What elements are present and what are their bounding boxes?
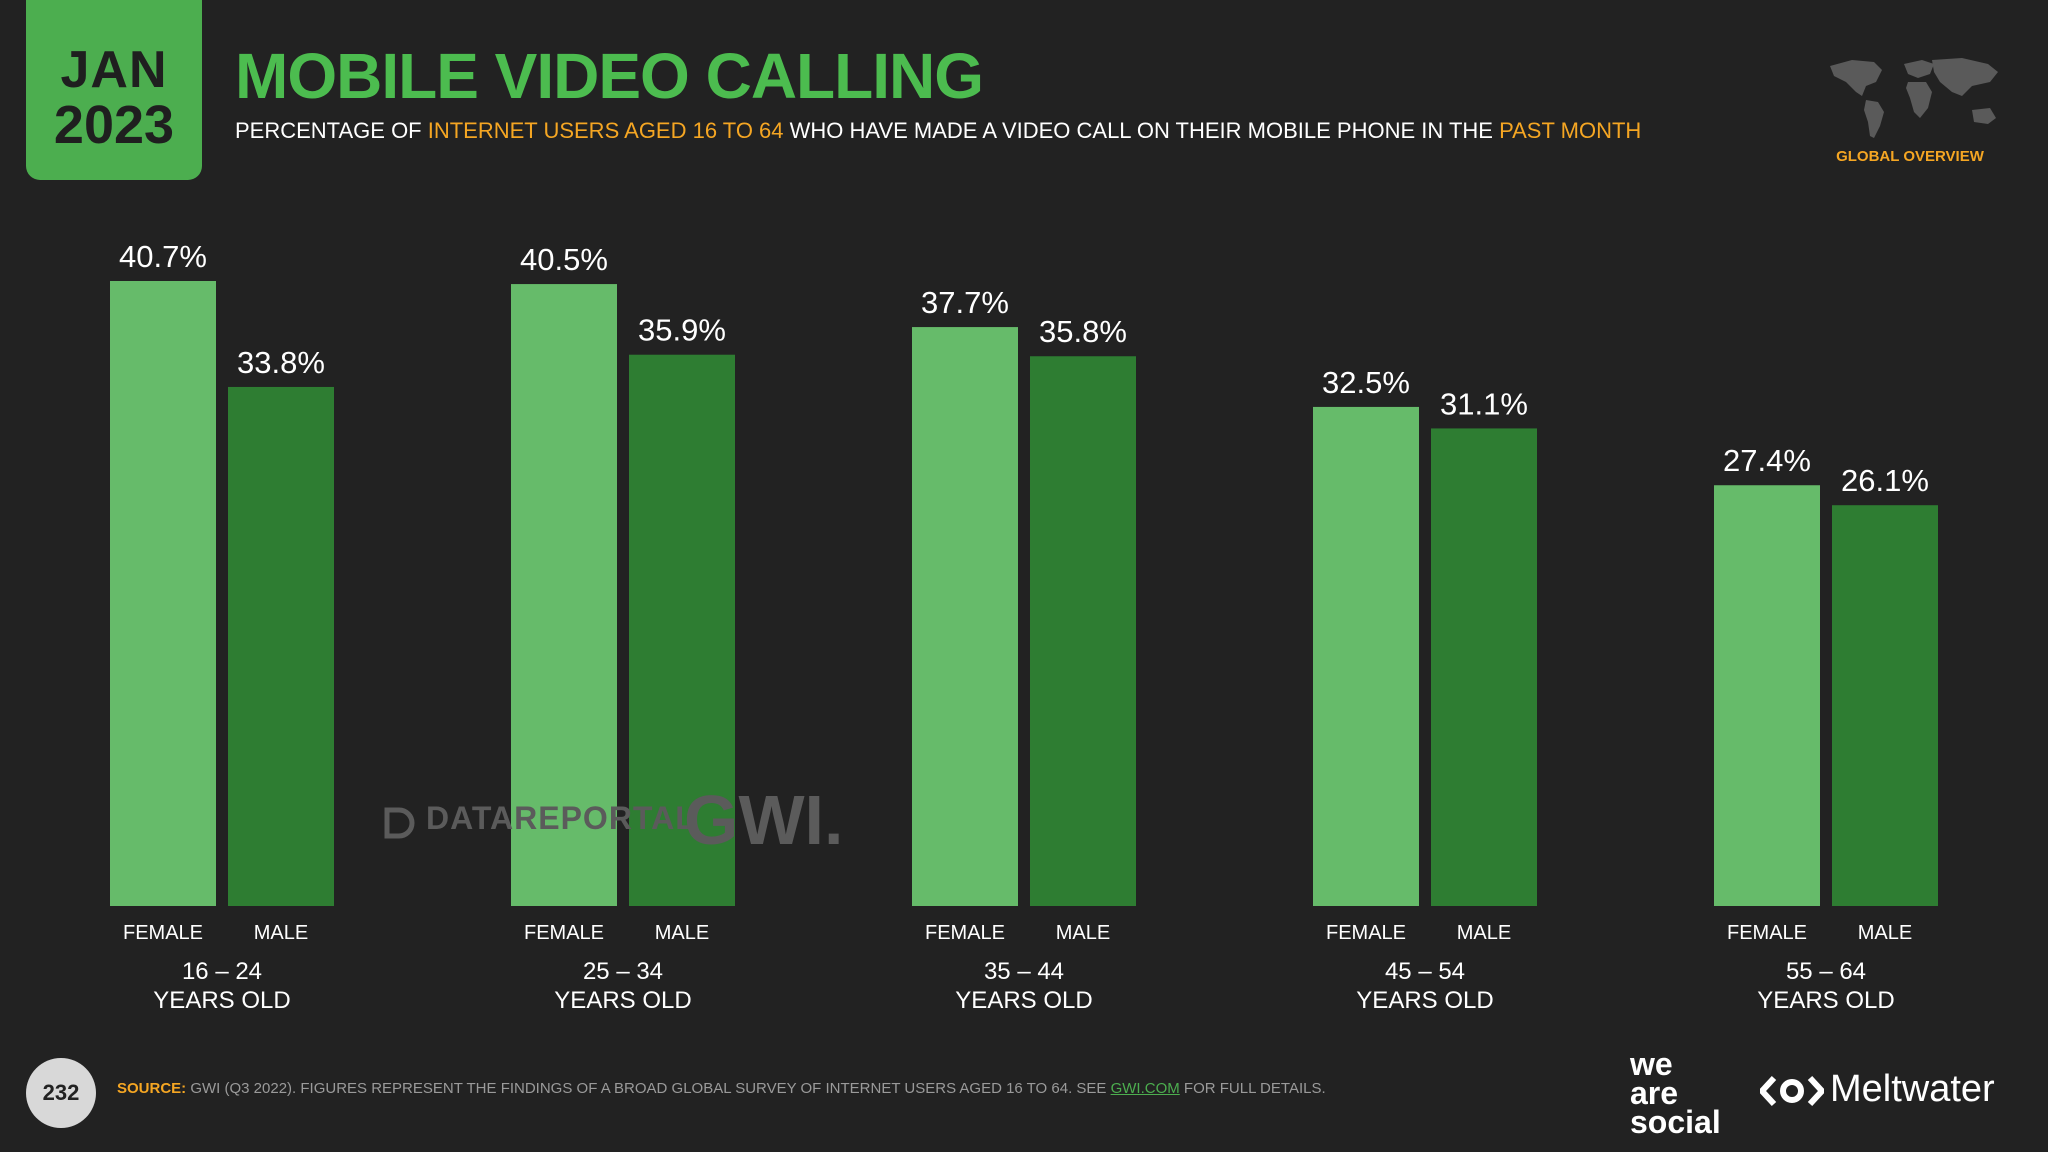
series-label-male-2: MALE [1056, 922, 1110, 944]
global-overview-label: GLOBAL OVERVIEW [1836, 148, 1984, 165]
we-are-social-logo: we are social [1630, 1046, 1721, 1140]
category-label-top-4: 55 – 64 [1786, 958, 1866, 985]
date-badge: JAN 2023 [26, 0, 202, 180]
bar-male-4 [1832, 505, 1938, 906]
bar-female-2 [912, 327, 1018, 906]
subtitle-part2: WHO HAVE MADE A VIDEO CALL ON THEIR MOBI… [783, 118, 1500, 143]
bar-male-1 [629, 354, 735, 906]
datareportal-watermark-text: DATAREPORTAL [426, 800, 696, 836]
datareportal-logo-icon [384, 807, 415, 839]
data-label-male-4: 26.1% [1841, 463, 1929, 498]
data-label-female-3: 32.5% [1322, 365, 1410, 400]
source-text: GWI (Q3 2022). FIGURES REPRESENT THE FIN… [186, 1080, 1111, 1097]
data-label-male-1: 35.9% [638, 313, 726, 348]
logo-word-social: social [1630, 1103, 1721, 1140]
category-label-top-1: 25 – 34 [583, 958, 663, 985]
category-label-top-2: 35 – 44 [984, 958, 1064, 985]
logo-word-are: are [1630, 1074, 1679, 1111]
category-label-top-0: 16 – 24 [182, 958, 262, 985]
bar-male-3 [1431, 428, 1537, 906]
source-end: FOR FULL DETAILS. [1179, 1080, 1326, 1097]
page-subtitle: PERCENTAGE OF INTERNET USERS AGED 16 TO … [235, 118, 1641, 144]
series-label-male-4: MALE [1858, 922, 1912, 944]
meltwater-logo: Meltwater [1760, 1068, 1995, 1111]
category-label-bottom-4: YEARS OLD [1757, 987, 1894, 1014]
series-label-female-1: FEMALE [524, 922, 604, 944]
series-label-male-3: MALE [1457, 922, 1511, 944]
date-month: JAN [60, 41, 168, 99]
datareportal-watermark: DATAREPORTAL [426, 800, 696, 837]
data-label-female-4: 27.4% [1723, 443, 1811, 478]
category-label-bottom-2: YEARS OLD [955, 987, 1092, 1014]
data-label-male-3: 31.1% [1440, 386, 1528, 421]
source-label: SOURCE: [117, 1080, 187, 1097]
series-label-female-2: FEMALE [925, 922, 1005, 944]
data-label-male-0: 33.8% [237, 345, 325, 380]
category-label-bottom-1: YEARS OLD [554, 987, 691, 1014]
source-note: SOURCE: GWI (Q3 2022). FIGURES REPRESENT… [117, 1080, 1326, 1097]
meltwater-logo-text: Meltwater [1830, 1068, 1995, 1110]
bar-male-2 [1030, 356, 1136, 906]
date-year: 2023 [53, 95, 175, 155]
category-label-bottom-0: YEARS OLD [153, 987, 290, 1014]
bar-female-3 [1313, 406, 1419, 906]
logo-word-we: we [1630, 1046, 1673, 1082]
bar-female-4 [1714, 485, 1820, 906]
series-label-male-1: MALE [655, 922, 709, 944]
series-label-female-3: FEMALE [1326, 922, 1406, 944]
meltwater-mark-icon [1760, 1075, 1824, 1107]
gwi-watermark: GWI. [684, 781, 844, 859]
page-title: MOBILE VIDEO CALLING [235, 40, 984, 112]
bar-female-1 [511, 284, 617, 906]
series-label-female-4: FEMALE [1727, 922, 1807, 944]
subtitle-highlight2: PAST MONTH [1499, 118, 1642, 143]
bar-male-0 [228, 386, 334, 906]
world-map-icon [1830, 58, 1998, 138]
category-label-top-3: 45 – 54 [1385, 958, 1465, 985]
subtitle-highlight1: INTERNET USERS AGED 16 TO 64 [427, 118, 784, 143]
series-label-female-0: FEMALE [123, 922, 203, 944]
data-label-male-2: 35.8% [1039, 314, 1127, 349]
series-label-male-0: MALE [254, 922, 308, 944]
data-label-female-0: 40.7% [119, 239, 207, 274]
page-number: 232 [26, 1058, 96, 1128]
data-label-female-1: 40.5% [520, 242, 608, 277]
source-link[interactable]: GWI.COM [1110, 1080, 1180, 1097]
bar-female-0 [110, 281, 216, 906]
category-label-bottom-3: YEARS OLD [1356, 987, 1493, 1014]
subtitle-part1: PERCENTAGE OF [235, 118, 428, 143]
data-label-female-2: 37.7% [921, 285, 1009, 320]
